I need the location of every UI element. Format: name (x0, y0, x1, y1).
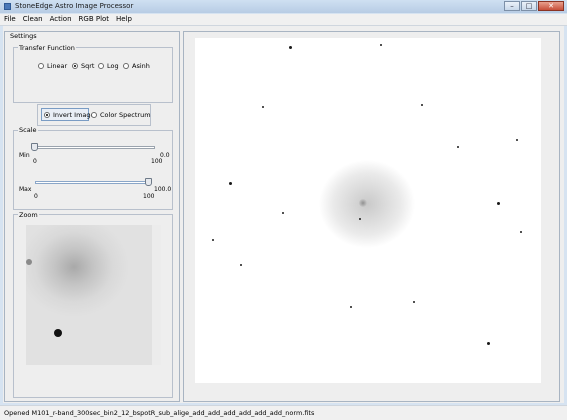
star (212, 239, 214, 241)
star (413, 301, 415, 303)
settings-title: Settings (10, 32, 37, 40)
star (229, 182, 232, 185)
star (240, 264, 242, 266)
status-text: Opened M101_r-band_300sec_bin2_12_bspotR… (4, 409, 315, 417)
radio-sqrt[interactable]: Sqrt (72, 62, 94, 70)
window-title: StoneEdge Astro Image Processor (15, 2, 134, 10)
display-mode-group (37, 104, 151, 126)
scale-group (13, 130, 173, 210)
star (350, 306, 352, 308)
menu-action[interactable]: Action (49, 15, 72, 23)
star (516, 139, 518, 141)
radio-sqrt-label: Sqrt (81, 62, 95, 70)
zoom-preview[interactable] (26, 225, 161, 365)
radio-linear[interactable]: Linear (38, 62, 67, 70)
star (262, 106, 264, 108)
radio-invert-image[interactable]: Invert Image (44, 111, 95, 119)
min-tick-end: 100 (151, 158, 163, 165)
radio-log-label: Log (107, 62, 119, 70)
radio-asinh-dot[interactable] (123, 63, 129, 69)
max-slider-thumb[interactable] (145, 178, 152, 186)
min-value: 0.0 (160, 152, 170, 159)
star (380, 44, 382, 46)
radio-linear-dot[interactable] (38, 63, 44, 69)
zoom-star (26, 259, 32, 265)
star (289, 46, 292, 49)
star (497, 202, 500, 205)
transfer-function-title: Transfer Function (18, 44, 76, 52)
radio-sqrt-dot[interactable] (72, 63, 78, 69)
zoom-title: Zoom (18, 211, 39, 219)
menu-help[interactable]: Help (116, 15, 133, 23)
radio-color-spectrum[interactable]: Color Spectrum (91, 111, 151, 119)
zoom-group (13, 214, 173, 398)
radio-asinh-label: Asinh (132, 62, 150, 70)
star (282, 212, 284, 214)
galaxy-core (359, 199, 367, 207)
radio-linear-label: Linear (47, 62, 68, 70)
min-tick-start: 0 (33, 158, 37, 165)
menu-bar: File Clean Action RGB Plot Help (0, 14, 567, 26)
settings-panel (4, 31, 180, 402)
app-icon (4, 3, 11, 10)
max-slider-track[interactable] (35, 181, 150, 184)
menu-clean[interactable]: Clean (22, 15, 43, 23)
radio-asinh[interactable]: Asinh (123, 62, 150, 70)
maximize-button[interactable]: □ (521, 1, 537, 11)
radio-log-dot[interactable] (98, 63, 104, 69)
radio-color-spectrum-label: Color Spectrum (100, 111, 151, 119)
max-tick-start: 0 (34, 193, 38, 200)
status-bar: Opened M101_r-band_300sec_bin2_12_bspotR… (0, 405, 567, 420)
radio-invert-image-dot[interactable] (44, 112, 50, 118)
zoom-star-bright (54, 329, 62, 337)
max-label: Max (19, 186, 32, 193)
star (421, 104, 423, 106)
min-label: Min (19, 152, 30, 159)
scale-title: Scale (18, 126, 38, 134)
radio-color-spectrum-dot[interactable] (91, 112, 97, 118)
max-tick-end: 100 (143, 193, 155, 200)
minimize-button[interactable]: – (504, 1, 520, 11)
menu-file[interactable]: File (4, 15, 16, 23)
radio-invert-image-label: Invert Image (53, 111, 95, 119)
title-bar[interactable]: StoneEdge Astro Image Processor – □ ✕ (0, 0, 567, 13)
star (359, 218, 361, 220)
min-slider-thumb[interactable] (31, 143, 38, 151)
star (520, 231, 522, 233)
star (487, 342, 490, 345)
max-value: 100.0 (154, 186, 172, 193)
star (457, 146, 459, 148)
galaxy (317, 158, 417, 250)
image-canvas[interactable] (195, 38, 541, 383)
zoom-edge (152, 225, 161, 365)
close-button[interactable]: ✕ (538, 1, 564, 11)
min-slider-track[interactable] (35, 146, 155, 149)
menu-rgb-plot[interactable]: RGB Plot (78, 15, 110, 23)
invert-image-focus (41, 108, 89, 121)
radio-log[interactable]: Log (98, 62, 119, 70)
transfer-function-group (13, 47, 173, 103)
